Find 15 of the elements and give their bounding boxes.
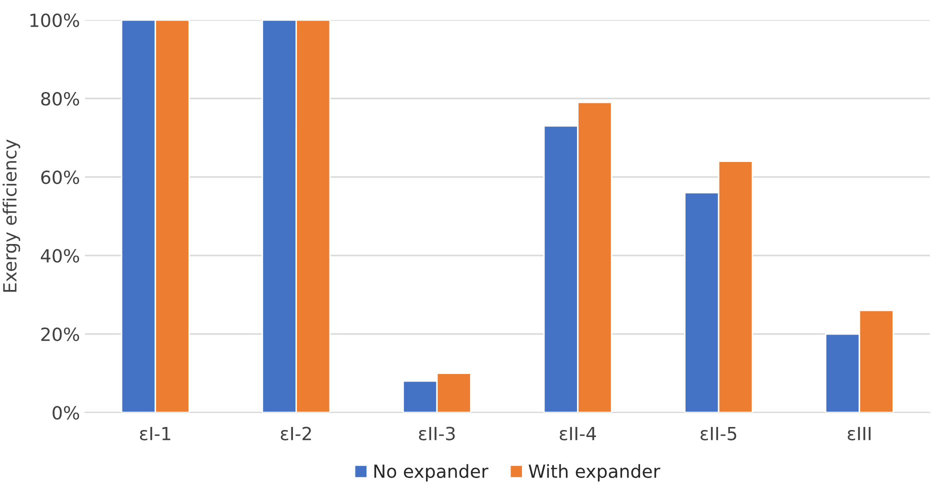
x-tick-label: εII-5	[700, 426, 736, 440]
x-tick-label: εIII	[848, 426, 871, 440]
y-axis-title: Exergy efficiency	[2, 140, 20, 292]
legend-label: No expander	[374, 464, 488, 482]
x-tick-label: εII-3	[418, 426, 455, 440]
y-tick-label: 20%	[41, 327, 80, 342]
legend-label: With expander	[528, 464, 660, 482]
y-tick-label: 100%	[30, 13, 80, 28]
y-tick-label: 40%	[40, 248, 80, 263]
y-tick-label: 60%	[41, 170, 80, 184]
x-tick-label: εI-1	[140, 426, 170, 440]
x-tick-label: εII-4	[560, 426, 596, 440]
x-tick-label: εI-2	[280, 426, 311, 440]
y-tick-label: 0%	[52, 406, 80, 420]
y-tick-label: 80%	[41, 92, 80, 106]
